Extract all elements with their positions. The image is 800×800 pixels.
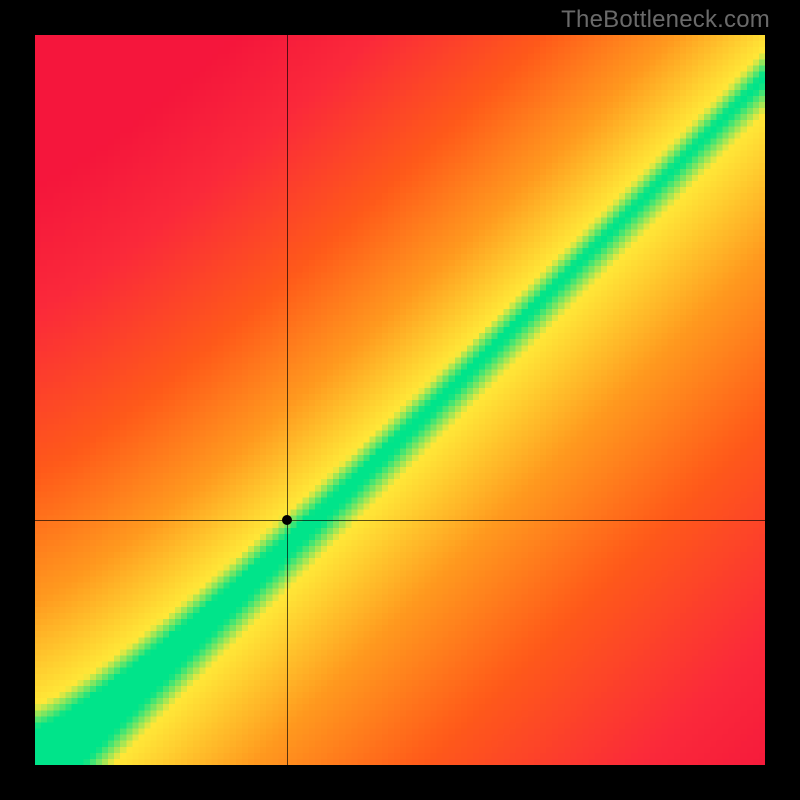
heatmap-plot-area — [35, 35, 765, 765]
watermark-text: TheBottleneck.com — [561, 6, 770, 34]
crosshair-horizontal — [35, 520, 765, 521]
crosshair-vertical — [287, 35, 288, 765]
selection-marker-dot — [282, 515, 292, 525]
bottleneck-heatmap-canvas — [35, 35, 765, 765]
